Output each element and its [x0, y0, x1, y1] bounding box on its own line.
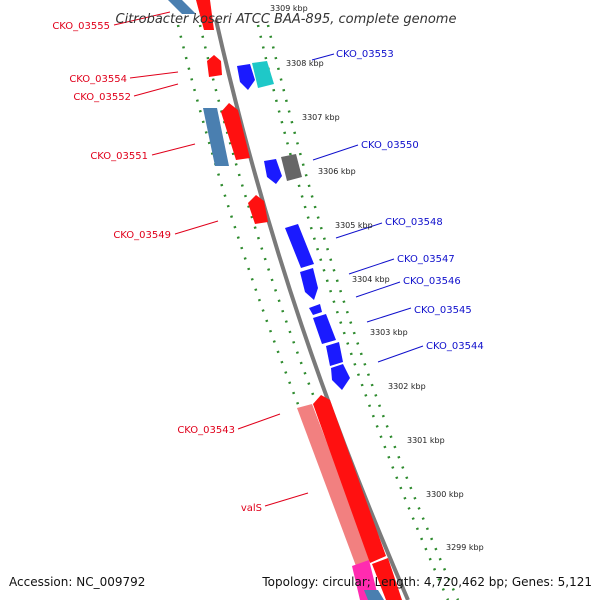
callout-cko-03554: [129, 71, 179, 79]
kbp-label: 3299 kbp: [446, 543, 484, 552]
kbp-label: 3303 kbp: [370, 328, 408, 337]
gene-cko-03548-feature[interactable]: [285, 224, 314, 268]
kbp-label: 3309 kbp: [270, 4, 308, 13]
gene-label-cko-03548[interactable]: CKO_03548: [385, 217, 443, 228]
forward-gene-labels: CKO_03553 CKO_03550 CKO_03548 CKO_03547 …: [336, 49, 484, 352]
gene-cko-03550-feature[interactable]: [281, 154, 302, 181]
callout-cko-03555: [113, 11, 171, 26]
gene-cko-03549-feature[interactable]: [248, 195, 268, 224]
kbp-label: 3306 kbp: [318, 167, 356, 176]
callout-cko-03545: [366, 307, 412, 323]
gene-label-cko-03552[interactable]: CKO_03552: [73, 92, 131, 103]
genome-summary-text: Topology: circular; Length: 4,720,462 bp…: [261, 575, 592, 589]
kbp-label: 3308 kbp: [286, 59, 324, 68]
callout-cko-03548: [335, 222, 383, 239]
kbp-label: 3307 kbp: [302, 113, 340, 122]
callout-cko-03551: [151, 143, 196, 156]
callout-cko-03549: [174, 220, 219, 235]
kbp-label: 3304 kbp: [352, 275, 390, 284]
gene-label-cko-03545[interactable]: CKO_03545: [414, 305, 472, 316]
gene-cko-03544-arrow-feature[interactable]: [331, 364, 350, 390]
kbp-scale: 3309 kbp 3308 kbp 3307 kbp 3306 kbp 3305…: [270, 4, 484, 552]
gene-cko-03546-feature[interactable]: [309, 304, 322, 315]
gene-label-cko-03549[interactable]: CKO_03549: [113, 230, 171, 241]
gene-bottom-red-feature[interactable]: [372, 558, 402, 600]
gene-cko-03553-blue-feature[interactable]: [237, 64, 255, 90]
map-layer: [113, 0, 460, 600]
kbp-label: 3302 kbp: [388, 382, 426, 391]
callout-cko-03544: [377, 345, 424, 363]
gene-label-cko-03555[interactable]: CKO_03555: [52, 21, 110, 32]
gene-label-cko-03550[interactable]: CKO_03550: [361, 140, 419, 151]
gene-cko-03554-feature[interactable]: [207, 55, 222, 77]
kbp-label: 3300 kbp: [426, 490, 464, 499]
reverse-gene-labels: CKO_03555 CKO_03554 CKO_03552 CKO_03551 …: [52, 21, 262, 514]
gene-cko-03547-feature[interactable]: [300, 268, 318, 300]
callout-cko-03550: [312, 144, 359, 161]
map-title: Citrobacter koseri ATCC BAA-895, complet…: [116, 12, 457, 27]
gene-label-cko-03544[interactable]: CKO_03544: [426, 341, 484, 352]
gene-cko-03550-blue-feature[interactable]: [264, 159, 282, 184]
callout-vals: [264, 492, 309, 507]
kbp-label: 3305 kbp: [335, 221, 373, 230]
gene-label-vals[interactable]: valS: [241, 503, 262, 514]
gene-label-cko-03553[interactable]: CKO_03553: [336, 49, 394, 60]
gene-label-cko-03543[interactable]: CKO_03543: [177, 425, 235, 436]
gene-label-cko-03546[interactable]: CKO_03546: [403, 276, 461, 287]
gene-label-cko-03554[interactable]: CKO_03554: [69, 74, 127, 85]
gene-cko-03551-steelblue-feature[interactable]: [203, 108, 229, 166]
gene-cko-03555-feature[interactable]: [168, 0, 214, 30]
accession-text: Accession: NC_009792: [9, 575, 145, 589]
gene-cko-03544-feature[interactable]: [326, 342, 343, 366]
gene-bottom-steelblue-feature[interactable]: [364, 590, 384, 600]
callout-cko-03553: [311, 53, 335, 61]
kbp-label: 3301 kbp: [407, 436, 445, 445]
gene-cko-03551-feature[interactable]: [221, 103, 250, 160]
callout-cko-03552: [133, 83, 179, 97]
callout-cko-03546: [355, 281, 401, 298]
gene-vals-feature[interactable]: [313, 395, 386, 563]
gene-label-cko-03551[interactable]: CKO_03551: [90, 151, 148, 162]
callout-cko-03543: [237, 413, 281, 430]
gene-cko-03553-feature[interactable]: [252, 61, 274, 88]
gene-cko-03543-pink-feature[interactable]: [297, 404, 372, 566]
gene-label-cko-03547[interactable]: CKO_03547: [397, 254, 455, 265]
gene-cko-03545-feature[interactable]: [313, 314, 336, 344]
callout-cko-03547: [348, 258, 395, 275]
